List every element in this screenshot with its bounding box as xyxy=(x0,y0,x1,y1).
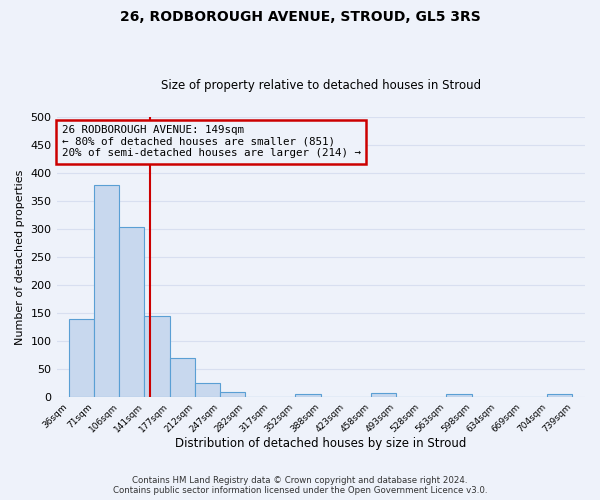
Bar xyxy=(119,226,144,398)
Bar xyxy=(170,358,195,398)
Bar xyxy=(144,316,170,398)
Bar xyxy=(69,318,94,398)
X-axis label: Distribution of detached houses by size in Stroud: Distribution of detached houses by size … xyxy=(175,437,466,450)
Bar xyxy=(371,393,397,398)
Bar xyxy=(195,384,220,398)
Y-axis label: Number of detached properties: Number of detached properties xyxy=(15,170,25,344)
Text: Contains HM Land Registry data © Crown copyright and database right 2024.
Contai: Contains HM Land Registry data © Crown c… xyxy=(113,476,487,495)
Bar xyxy=(94,185,119,398)
Title: Size of property relative to detached houses in Stroud: Size of property relative to detached ho… xyxy=(161,79,481,92)
Bar xyxy=(220,392,245,398)
Text: 26, RODBOROUGH AVENUE, STROUD, GL5 3RS: 26, RODBOROUGH AVENUE, STROUD, GL5 3RS xyxy=(119,10,481,24)
Bar xyxy=(295,394,321,398)
Bar xyxy=(446,394,472,398)
Bar xyxy=(547,394,572,398)
Text: 26 RODBOROUGH AVENUE: 149sqm
← 80% of detached houses are smaller (851)
20% of s: 26 RODBOROUGH AVENUE: 149sqm ← 80% of de… xyxy=(62,125,361,158)
